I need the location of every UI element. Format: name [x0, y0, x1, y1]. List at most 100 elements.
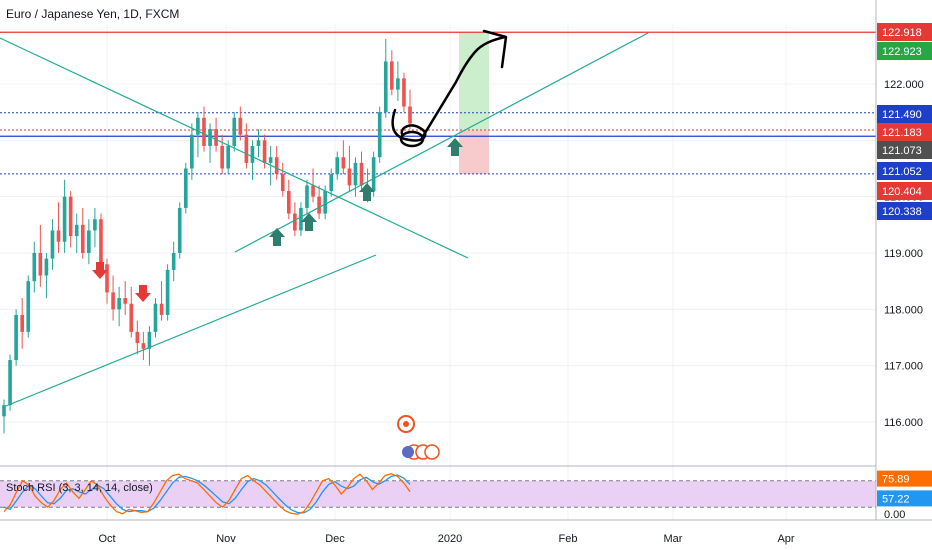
- candle-body: [87, 230, 91, 253]
- candle-body: [62, 196, 67, 242]
- grid-layer: [0, 24, 876, 520]
- candle-body: [238, 117, 243, 135]
- hand-drawn-ellipse: [399, 130, 425, 148]
- candle-body: [226, 145, 231, 169]
- candle-body: [317, 196, 321, 214]
- buy-arrow-icon: [301, 213, 317, 231]
- price-tag: 120.404: [882, 186, 922, 198]
- price-tag-bg: [877, 182, 932, 200]
- candle-body: [383, 61, 388, 113]
- sell-arrow-icon: [135, 285, 151, 302]
- candle-body: [371, 157, 376, 192]
- candle-body: [402, 78, 406, 107]
- price-tag: 121.052: [882, 166, 922, 178]
- candle-body: [274, 157, 279, 175]
- candle-body: [293, 213, 297, 231]
- price-tag-bg: [877, 105, 932, 123]
- candle-body: [2, 405, 6, 417]
- candle-body: [299, 207, 303, 231]
- candle-body: [111, 292, 115, 310]
- hand-drawn-arrow-head: [482, 29, 508, 69]
- candle-body: [153, 303, 158, 332]
- x-tick-label: 2020: [438, 533, 462, 545]
- candle-body: [311, 185, 315, 197]
- candle-body: [390, 61, 394, 90]
- candle-body: [56, 230, 61, 242]
- price-tag-bg: [877, 123, 932, 141]
- price-tag-bg: [877, 202, 932, 220]
- price-tag: 121.073: [882, 145, 922, 157]
- buy-arrow-icon: [359, 183, 375, 201]
- y-tick-label: 116.000: [884, 417, 923, 429]
- sell-arrow-icon: [92, 262, 108, 279]
- x-tick-label: Apr: [777, 533, 794, 545]
- drawings-layer: [0, 29, 649, 460]
- price-tag: 122.923: [882, 46, 922, 58]
- candle-body: [335, 157, 340, 175]
- buy-arrow-icon: [447, 138, 463, 156]
- candle-body: [341, 157, 346, 169]
- candle-body: [196, 117, 200, 135]
- stoch-d-tag: 57.22: [882, 493, 910, 505]
- y-tick-label: 118.000: [884, 304, 923, 316]
- price-tag: 121.490: [882, 109, 922, 121]
- candle-body: [329, 174, 334, 192]
- x-tick-label: Oct: [98, 533, 115, 545]
- candle-body: [141, 343, 146, 349]
- candle-body: [20, 314, 24, 332]
- oscillator-layer: Stoch RSI (3, 3, 14, 14, close): [0, 473, 876, 515]
- stoch-k-tag-bg: [877, 470, 932, 487]
- x-tick-label: Feb: [559, 533, 578, 545]
- candle-body: [232, 117, 237, 146]
- stoch-d-tag-bg: [877, 490, 932, 507]
- price-tags-layer: 75.89 57.22 122.918 122.923 121.490 121.183 12…: [877, 23, 932, 507]
- price-tag: 122.918: [882, 27, 922, 39]
- stoch-rsi-label: Stoch RSI (3, 3, 14, 14, close): [6, 482, 153, 494]
- x-tick-label: Nov: [216, 533, 236, 545]
- event-icon-dot: [403, 421, 409, 427]
- candle-body: [214, 129, 218, 146]
- y-tick-label: 122.000: [884, 79, 924, 91]
- candle-body: [262, 140, 267, 163]
- candle-body: [286, 191, 291, 214]
- price-tag-bg: [877, 141, 932, 159]
- candle-body: [220, 145, 224, 169]
- candle-body: [80, 224, 85, 253]
- candle-body: [183, 168, 188, 208]
- candle-body: [38, 253, 43, 276]
- x-tick-label: Mar: [664, 533, 683, 545]
- candle-body: [305, 185, 309, 208]
- candle-body: [74, 224, 79, 237]
- descending-trendline: [0, 37, 469, 259]
- candle-body: [408, 106, 412, 124]
- support-trendline: [5, 254, 377, 407]
- candle-body: [117, 298, 121, 310]
- price-tag: 120.338: [882, 206, 922, 218]
- candle-body: [32, 253, 37, 282]
- price-tag-bg: [877, 42, 932, 60]
- candle-body: [26, 281, 31, 332]
- candle-body: [359, 162, 364, 186]
- buy-arrow-icon: [269, 228, 285, 246]
- candle-body: [135, 331, 140, 344]
- stoch-d-line: [3, 474, 411, 514]
- candle-body: [202, 117, 206, 146]
- candle-body: [147, 331, 152, 349]
- candle-body: [165, 269, 170, 315]
- price-tag: 121.183: [882, 127, 922, 139]
- price-tag-bg: [877, 162, 932, 180]
- y-tick-label: 119.000: [884, 248, 923, 260]
- candle-body: [396, 78, 400, 90]
- candle-body: [256, 140, 261, 146]
- event-badge-icon: [424, 444, 440, 460]
- stoch-band: [0, 480, 876, 508]
- candle-body: [268, 157, 273, 163]
- candle-body: [250, 145, 255, 163]
- chart-title: Euro / Japanese Yen, 1D, FXCM: [6, 7, 179, 21]
- candle-body: [44, 258, 49, 276]
- stoch-zero-label: 0.00: [884, 509, 905, 521]
- rising-trendline: [234, 32, 649, 253]
- candle-body: [171, 253, 176, 270]
- drawing-background-layer: [459, 32, 489, 175]
